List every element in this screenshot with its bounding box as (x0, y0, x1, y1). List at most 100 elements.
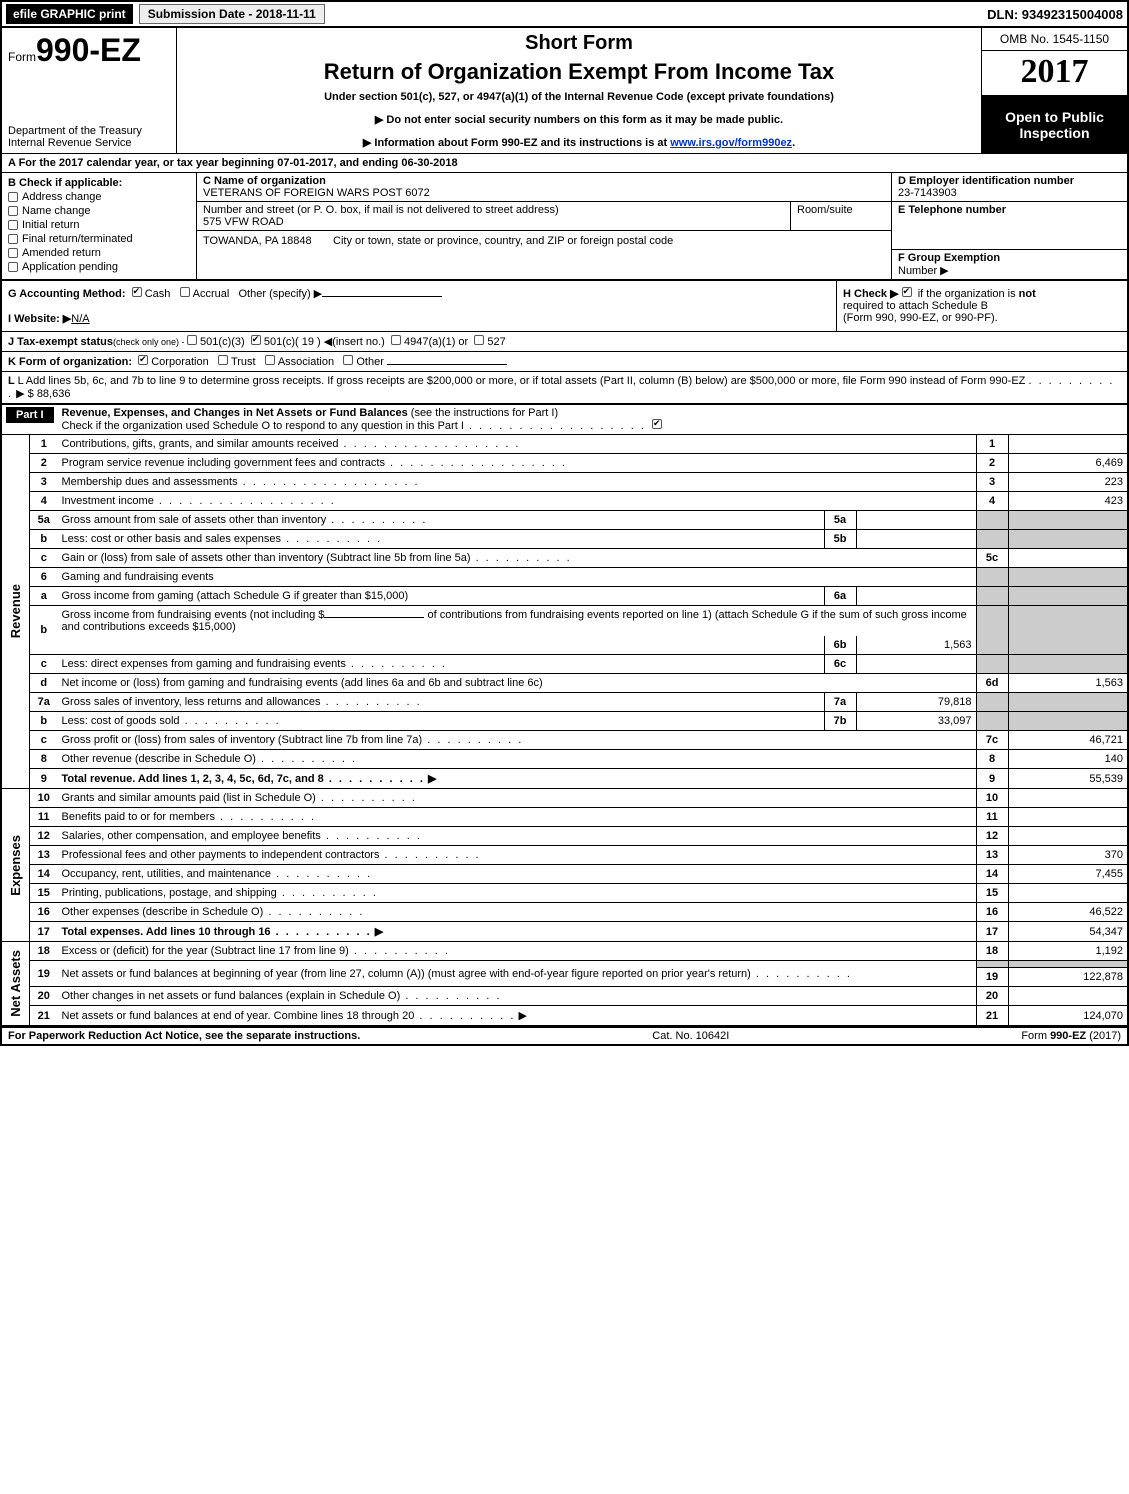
line-11-desc: Benefits paid to or for members (62, 811, 215, 823)
line-6d-amt: 1,563 (1008, 674, 1128, 693)
g-other: Other (specify) ▶ (239, 288, 323, 300)
line-20-desc: Other changes in net assets or fund bala… (62, 990, 401, 1002)
chk-527[interactable] (474, 335, 484, 345)
line-5c-desc: Gain or (loss) from sale of assets other… (62, 552, 471, 564)
lines-table: Revenue 1 Contributions, gifts, grants, … (0, 435, 1129, 1027)
b-label: B Check if applicable: (8, 177, 190, 189)
side-net: Net Assets (6, 946, 25, 1021)
b-item-5: Application pending (22, 261, 118, 273)
line-20: 20Other changes in net assets or fund ba… (1, 987, 1128, 1006)
line-7b-desc: Less: cost of goods sold (62, 715, 180, 727)
line-18-amt: 1,192 (1008, 942, 1128, 961)
chk-501c[interactable] (251, 335, 261, 345)
line-18-desc: Excess or (deficit) for the year (Subtra… (62, 945, 349, 957)
chk-other[interactable] (343, 355, 353, 365)
footer-mid: Cat. No. 10642I (652, 1030, 729, 1042)
l-text: L Add lines 5b, 6c, and 7b to line 9 to … (18, 375, 1026, 387)
c-org-name: VETERANS OF FOREIGN WARS POST 6072 (203, 187, 885, 199)
line-10-amt (1008, 789, 1128, 808)
chk-schedule-o[interactable] (652, 419, 662, 429)
line-21: 21Net assets or fund balances at end of … (1, 1006, 1128, 1027)
j-opt3: 527 (487, 336, 505, 348)
line-4-amt: 423 (1008, 492, 1128, 511)
i-label: I Website: ▶ (8, 313, 71, 325)
b-item-1: Name change (22, 205, 91, 217)
line-8: 8Other revenue (describe in Schedule O) … (1, 750, 1128, 769)
open-to-public: Open to Public Inspection (982, 96, 1127, 153)
open-line2: Inspection (986, 125, 1123, 141)
j-sub: (check only one) - (113, 337, 187, 347)
h-text1: if the organization is (918, 288, 1019, 300)
chk-amended-return[interactable] (8, 248, 18, 258)
j-opt0: 501(c)(3) (200, 336, 245, 348)
chk-assoc[interactable] (265, 355, 275, 365)
f-label: F Group Exemption (898, 252, 1000, 264)
chk-final-return[interactable] (8, 234, 18, 244)
part1-header: Part I Revenue, Expenses, and Changes in… (0, 405, 1129, 435)
row-a: A For the 2017 calendar year, or tax yea… (0, 154, 1129, 173)
g-other-input[interactable] (322, 296, 442, 297)
line-6b-desc1: Gross income from fundraising events (no… (62, 609, 325, 621)
line-7a-sub: 7a (824, 693, 856, 712)
chk-501c3[interactable] (187, 335, 197, 345)
do-not-enter: ▶ Do not enter social security numbers o… (185, 113, 973, 126)
line-21-amt: 124,070 (1008, 1006, 1128, 1027)
short-form-title: Short Form (185, 32, 973, 55)
line-6b-input[interactable] (324, 617, 424, 618)
info-link[interactable]: www.irs.gov/form990ez (670, 137, 792, 149)
col-c: C Name of organization VETERANS OF FOREI… (197, 173, 892, 279)
line-8-amt: 140 (1008, 750, 1128, 769)
line-4: 4Investment income 4423 (1, 492, 1128, 511)
line-6-desc: Gaming and fundraising events (58, 568, 977, 587)
chk-corp[interactable] (138, 355, 148, 365)
h-text3: (Form 990, 990-EZ, or 990-PF). (843, 312, 998, 324)
efile-print-button[interactable]: efile GRAPHIC print (6, 4, 133, 24)
b-item-0: Address change (22, 191, 102, 203)
k-other-input[interactable] (387, 364, 507, 365)
line-9: 9Total revenue. Add lines 1, 2, 3, 4, 5c… (1, 769, 1128, 789)
chk-trust[interactable] (218, 355, 228, 365)
line-3-amt: 223 (1008, 473, 1128, 492)
c-label: C Name of organization (203, 175, 885, 187)
chk-name-change[interactable] (8, 206, 18, 216)
line-7c: cGross profit or (loss) from sales of in… (1, 731, 1128, 750)
line-11: 11Benefits paid to or for members 11 (1, 808, 1128, 827)
chk-cash[interactable] (132, 287, 142, 297)
k-opt1: Trust (231, 356, 256, 368)
line-16-desc: Other expenses (describe in Schedule O) (62, 906, 264, 918)
c-room-label: Room/suite (791, 202, 891, 230)
part1-check: Check if the organization used Schedule … (62, 420, 464, 432)
a-begin: 07-01-2017 (277, 157, 333, 169)
line-8-desc: Other revenue (describe in Schedule O) (62, 753, 256, 765)
line-13: 13Professional fees and other payments t… (1, 846, 1128, 865)
chk-h[interactable] (902, 287, 912, 297)
row-l: L L Add lines 5b, 6c, and 7b to line 9 t… (0, 372, 1129, 405)
line-21-desc: Net assets or fund balances at end of ye… (62, 1010, 415, 1022)
chk-4947[interactable] (391, 335, 401, 345)
line-17-desc: Total expenses. Add lines 10 through 16 (62, 926, 271, 938)
d-label: D Employer identification number (898, 175, 1121, 187)
chk-accrual[interactable] (180, 287, 190, 297)
form-prefix: Form (8, 50, 36, 64)
line-19-desc: Net assets or fund balances at beginning… (62, 968, 751, 980)
h-label: H Check ▶ (843, 288, 899, 300)
line-14: 14Occupancy, rent, utilities, and mainte… (1, 865, 1128, 884)
side-expenses: Expenses (6, 831, 25, 900)
chk-initial-return[interactable] (8, 220, 18, 230)
line-6b-subamt: 1,563 (856, 636, 976, 655)
chk-address-change[interactable] (8, 192, 18, 202)
omb-no: OMB No. 1545-1150 (982, 28, 1127, 51)
line-15-desc: Printing, publications, postage, and shi… (62, 887, 277, 899)
line-6c: cLess: direct expenses from gaming and f… (1, 655, 1128, 674)
line-2: 2Program service revenue including gover… (1, 454, 1128, 473)
return-title: Return of Organization Exempt From Incom… (185, 59, 973, 85)
chk-application-pending[interactable] (8, 262, 18, 272)
side-revenue: Revenue (6, 580, 25, 642)
dept-treasury: Department of the Treasury (8, 125, 170, 137)
line-3: 3Membership dues and assessments 3223 (1, 473, 1128, 492)
line-2-amt: 6,469 (1008, 454, 1128, 473)
line-9-desc: Total revenue. Add lines 1, 2, 3, 4, 5c,… (62, 773, 324, 785)
tax-year: 2017 (982, 51, 1127, 96)
g-label: G Accounting Method: (8, 288, 126, 300)
k-opt3: Other (356, 356, 384, 368)
